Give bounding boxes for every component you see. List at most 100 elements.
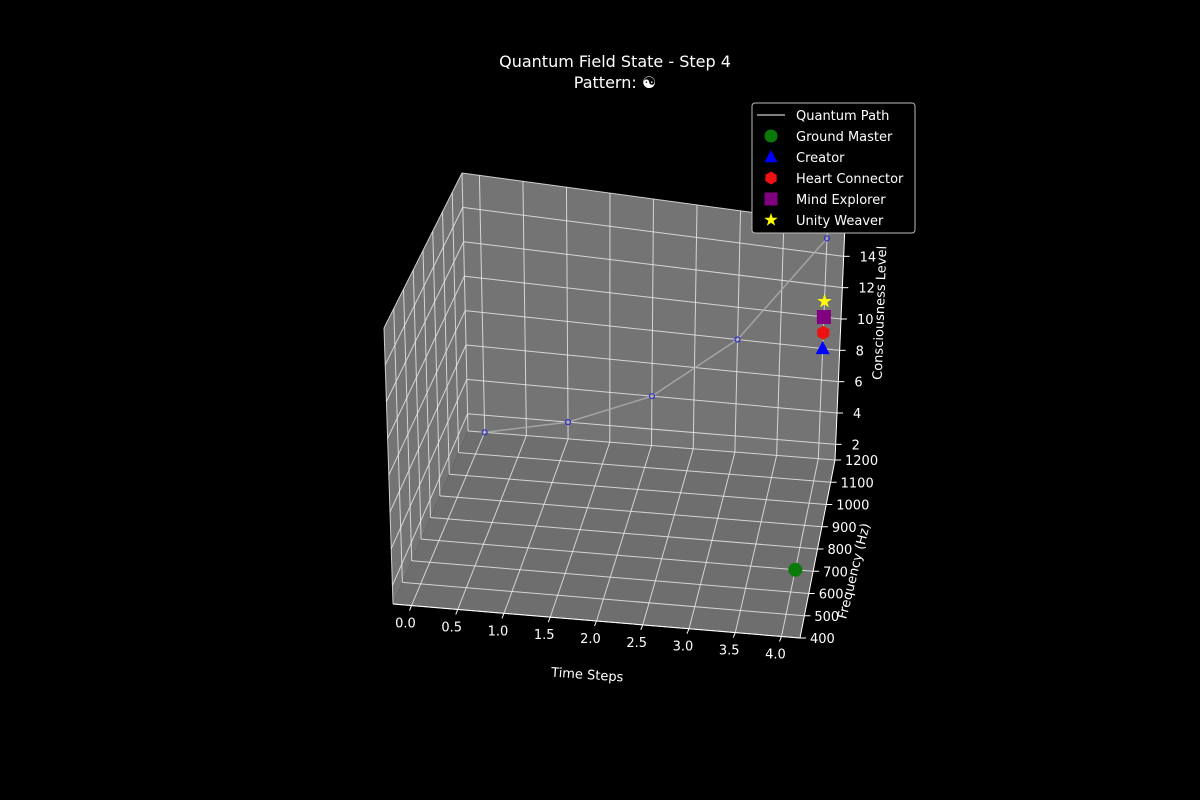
z-tick-label: 8 [856,344,864,359]
floor-pane [393,431,835,638]
y-tick-labels: 400 500 600 700 800 900 1000 1100 1200 [810,454,878,647]
y-tick-label: 500 [814,610,839,625]
mind-explorer-marker [816,310,831,325]
grid-line [388,310,466,476]
grid-line [478,175,486,433]
legend-label: Creator [796,151,845,166]
x-tick-label: 0.5 [441,620,462,635]
quantum-path-point [648,393,656,400]
x-tick-mark [640,624,644,631]
grid-line [384,207,464,366]
legend-swatch [764,149,778,163]
grid-line [458,452,831,483]
grid-line [651,198,654,446]
z-tick-label: 6 [854,376,862,391]
z-axis-label: Consciousness Level [871,246,891,380]
grid-line [449,473,827,505]
creator-marker [815,340,830,355]
grid-line [385,241,465,402]
grid-line [465,344,839,383]
grid-line [411,560,809,594]
y-tick-label: 1100 [841,476,874,491]
legend-swatch [765,171,777,185]
grid-line [465,310,840,351]
grid-line [467,430,836,461]
legend-item-creator: Creator [764,149,845,166]
grid-line [383,172,463,329]
x-tick-mark [501,613,505,619]
grid-line [393,308,403,583]
x-tick-label: 0.0 [395,617,416,632]
grid-line [692,204,698,449]
quantum-path [481,235,831,436]
legend-label: Mind Explorer [796,193,886,208]
x-tick-label: 2.5 [626,636,647,651]
legend-label: Heart Connector [796,172,904,187]
grid-line [402,581,805,617]
quantum-path-point [823,235,831,242]
unity-weaver-marker [817,293,832,308]
legend-label: Quantum Path [796,109,889,124]
x-tick-mark [779,636,782,642]
grid-line [439,495,822,528]
legend-item-heart-connector: Heart Connector [765,171,904,187]
y-tick-label: 400 [810,632,835,647]
grid-line [467,413,836,445]
grid-line [451,192,460,453]
grid-line [461,172,469,432]
chart-title: Quantum Field State - Step 4 [499,52,731,71]
x-tick-label: 3.5 [719,644,740,659]
grid-line [412,269,422,540]
grid-line [383,327,394,605]
y-tick-label: 600 [819,588,844,603]
grid-line [464,275,842,320]
grid-line [430,517,818,550]
grid-line [463,241,843,289]
legend-box [751,102,916,234]
grid-line [432,231,441,496]
grid-line [391,413,469,586]
back-pane [462,173,845,460]
grid-line [389,344,467,513]
heart-connector-marker [817,325,830,340]
x-tick-labels: 0.0 0.5 1.0 1.5 2.0 2.5 3.0 3.5 4.0 [395,617,786,663]
quantum-path-point [564,419,572,426]
grid-line [422,250,431,518]
legend-label: Unity Weaver [796,214,884,229]
legend: Quantum Path Ground Master Creator Heart Co… [751,102,916,234]
grid-line [817,222,829,459]
x-tick-mark [732,632,736,638]
y-tick-label: 700 [823,565,848,580]
x-tick-label: 1.0 [488,624,509,639]
x-tick-mark [455,609,459,615]
x-axis-label: Time Steps [550,665,624,685]
legend-swatch [764,129,778,143]
left-pane [384,173,468,604]
legend-swatch [764,192,778,206]
legend-item-quantum-path: Quantum Path [757,109,889,124]
z-axis-line [834,224,846,461]
x-tick-mark [686,628,690,634]
legend-items: Quantum Path Ground Master Creator Heart Co… [757,109,904,229]
axis-lines [392,224,851,642]
grid-line [442,211,450,475]
ground-master-marker [788,562,803,577]
legend-label: Ground Master [796,130,893,145]
z-tick-label: 10 [857,313,874,328]
y-tick-label: 1000 [836,499,869,514]
grid-line [390,379,468,550]
quantum-path-point [734,336,741,343]
z-tick-label: 14 [860,250,877,265]
grid-line [421,538,814,572]
series-markers [788,293,832,577]
y-tick-label: 1200 [845,454,878,469]
x-tick-mark [594,620,597,627]
z-tick-label: 4 [853,407,861,422]
legend-swatch [764,212,778,226]
quantum-path-line [484,237,828,434]
z-tick-label: 12 [858,282,875,297]
x-tick-mark [409,605,412,611]
grid-line [403,289,413,561]
x-tick-label: 3.0 [673,640,694,655]
